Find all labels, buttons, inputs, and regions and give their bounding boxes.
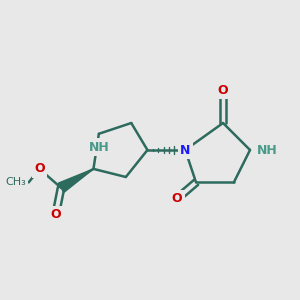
Text: NH: NH	[88, 141, 109, 154]
Text: N: N	[180, 143, 190, 157]
Text: O: O	[34, 162, 45, 176]
Text: NH: NH	[257, 143, 278, 157]
Text: O: O	[50, 208, 61, 221]
Text: O: O	[172, 192, 182, 205]
Text: CH₃: CH₃	[5, 177, 26, 188]
Text: O: O	[218, 84, 228, 97]
Polygon shape	[58, 169, 94, 193]
